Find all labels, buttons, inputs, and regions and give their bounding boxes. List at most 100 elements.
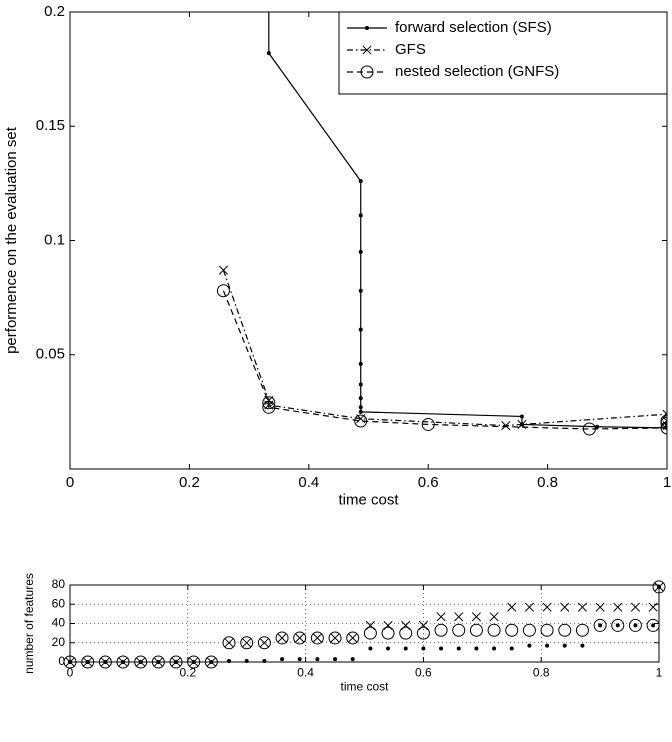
marker-circle	[434, 623, 448, 637]
marker-dot	[358, 213, 363, 218]
x-tick-label: 0.6	[415, 666, 432, 680]
marker-circle	[187, 655, 201, 669]
marker-dot	[227, 659, 232, 664]
marker-circle	[558, 623, 572, 637]
marker-circle	[505, 623, 519, 637]
marker-x	[471, 612, 481, 622]
marker-dot	[297, 657, 302, 662]
marker-x	[654, 582, 664, 592]
y-tick-label: 0.1	[44, 231, 65, 248]
marker-x	[560, 602, 570, 612]
x-tick-label: 0.2	[179, 474, 200, 491]
legend-label: nested selection (GNFS)	[395, 63, 559, 80]
marker-x	[648, 602, 658, 612]
marker-circle	[257, 636, 271, 650]
marker-dot	[403, 646, 408, 651]
marker-dot	[350, 657, 355, 662]
y-axis-label: number of features	[22, 573, 36, 674]
marker-x	[100, 657, 110, 667]
marker-dot	[527, 643, 532, 648]
marker-x	[501, 421, 511, 431]
x-tick-label: 0.8	[537, 474, 558, 491]
marker-dot	[439, 646, 444, 651]
x-tick-label: 0.2	[179, 666, 196, 680]
x-tick-label: 0.4	[297, 666, 314, 680]
x-tick-label: 0	[67, 666, 74, 680]
marker-x	[242, 638, 252, 648]
marker-dot	[545, 643, 550, 648]
marker-circle	[660, 421, 667, 435]
marker-circle	[262, 400, 276, 414]
marker-x	[189, 657, 199, 667]
marker-dot	[262, 659, 267, 664]
series-line	[268, 12, 667, 429]
marker-x	[259, 638, 269, 648]
marker-dot	[358, 179, 363, 184]
plot-area	[63, 580, 666, 669]
marker-x	[630, 602, 640, 612]
marker-circle	[98, 655, 112, 669]
marker-x	[662, 409, 667, 419]
y-tick-label: 0	[58, 654, 65, 668]
marker-x	[83, 657, 93, 667]
marker-x	[206, 657, 216, 667]
y-tick-label: 60	[52, 596, 66, 610]
marker-dot	[266, 51, 271, 56]
marker-x	[507, 602, 517, 612]
marker-dot	[358, 288, 363, 293]
marker-circle	[363, 626, 377, 640]
marker-circle	[293, 631, 307, 645]
marker-circle	[487, 623, 501, 637]
x-axis-label: time cost	[340, 679, 389, 693]
marker-circle	[416, 626, 430, 640]
marker-circle	[346, 631, 360, 645]
marker-circle	[452, 623, 466, 637]
marker-dot	[358, 409, 363, 414]
marker-circle	[169, 655, 183, 669]
marker-x	[489, 612, 499, 622]
marker-x	[330, 633, 340, 643]
y-tick-label: 0.2	[44, 3, 65, 20]
marker-circle	[611, 618, 625, 632]
marker-x	[277, 633, 287, 643]
legend-label: forward selection (SFS)	[395, 19, 552, 36]
marker-x	[118, 657, 128, 667]
marker-circle	[240, 636, 254, 650]
x-tick-label: 0	[66, 474, 74, 491]
marker-x	[613, 602, 623, 612]
marker-x	[218, 265, 228, 275]
marker-circle	[399, 626, 413, 640]
marker-x	[136, 657, 146, 667]
marker-dot	[315, 657, 320, 662]
marker-x	[348, 633, 358, 643]
y-axis-label: performence on the evaluation set	[3, 126, 20, 354]
marker-x	[312, 633, 322, 643]
marker-x	[577, 602, 587, 612]
marker-dot	[519, 414, 524, 419]
marker-circle	[204, 655, 218, 669]
marker-dot	[358, 327, 363, 332]
legend-marker	[360, 65, 374, 79]
legend-marker	[365, 26, 369, 30]
marker-x	[224, 638, 234, 648]
marker-x	[171, 657, 181, 667]
marker-circle	[652, 580, 666, 594]
plot-area	[216, 12, 667, 436]
marker-dot	[580, 643, 585, 648]
y-tick-label: 20	[52, 635, 66, 649]
marker-circle	[540, 623, 554, 637]
x-tick-label: 1	[656, 666, 663, 680]
marker-x	[153, 657, 163, 667]
marker-x	[524, 602, 534, 612]
marker-dot	[651, 623, 656, 628]
marker-dot	[280, 657, 285, 662]
marker-dot	[333, 657, 338, 662]
marker-circle	[354, 414, 368, 428]
marker-dot	[358, 361, 363, 366]
marker-dot	[492, 646, 497, 651]
marker-circle	[134, 655, 148, 669]
x-tick-label: 0.4	[298, 474, 319, 491]
legend-marker	[362, 45, 372, 55]
marker-dot	[615, 623, 620, 628]
marker-circle	[63, 655, 77, 669]
